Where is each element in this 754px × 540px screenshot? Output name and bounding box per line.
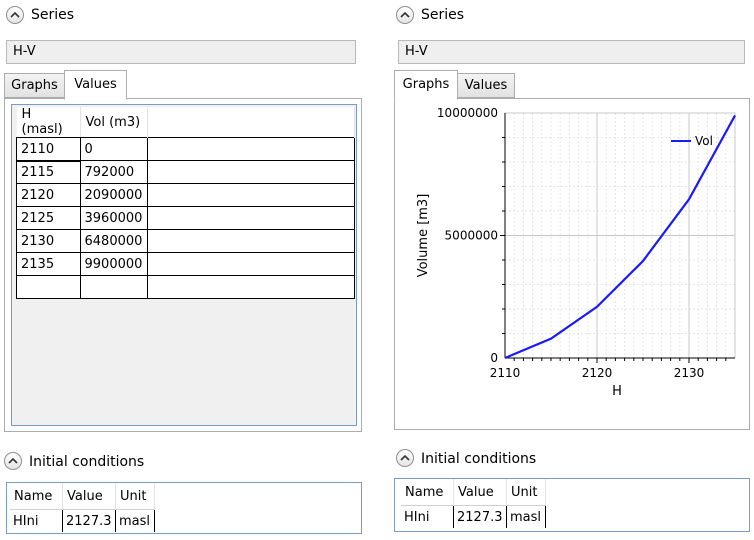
- cell-vol[interactable]: 2090000: [79, 183, 148, 207]
- y-tick-label: 5000000: [445, 229, 498, 243]
- ic-header-value[interactable]: Value: [62, 483, 116, 510]
- cell-h[interactable]: 2135: [16, 252, 81, 276]
- cell-h[interactable]: 2120: [16, 183, 81, 207]
- ic-header-unit[interactable]: Unit: [506, 479, 546, 506]
- series-label: Series: [421, 7, 465, 23]
- cell-filler: [146, 137, 355, 161]
- table-row[interactable]: 2125 3960000: [16, 206, 355, 230]
- ic-header-name[interactable]: Name: [10, 483, 63, 510]
- collapse-series-button[interactable]: [396, 6, 414, 24]
- column-header-h[interactable]: H (masl): [16, 107, 81, 138]
- collapse-series-button[interactable]: [6, 6, 24, 24]
- tab-values[interactable]: Values: [64, 70, 127, 100]
- cell-h[interactable]: [16, 275, 81, 299]
- column-header-vol[interactable]: Vol (m3): [80, 107, 148, 138]
- ic-cell-name[interactable]: HIni: [10, 509, 63, 532]
- axis-ticks: [500, 137, 727, 363]
- table-row[interactable]: HIni 2127.3 masl: [10, 509, 155, 532]
- cell-filler: [146, 229, 355, 253]
- chevron-up-icon: [400, 11, 410, 18]
- ic-cell-value[interactable]: 2127.3: [62, 509, 116, 532]
- cell-filler: [146, 275, 355, 299]
- initial-conditions-label: Initial conditions: [421, 451, 537, 467]
- table-row[interactable]: 2135 9900000: [16, 252, 355, 276]
- cell-filler: [146, 206, 355, 230]
- x-tick-label: 2130: [674, 366, 705, 380]
- table-row[interactable]: [16, 275, 355, 299]
- chevron-up-icon: [400, 454, 410, 461]
- tab-graphs[interactable]: Graphs: [4, 73, 65, 98]
- values-grid[interactable]: H (masl) Vol (m3) 2110 0 2115 792000 2120 209…: [11, 104, 357, 426]
- cell-filler: [146, 252, 355, 276]
- series-name-field[interactable]: H-V: [6, 40, 356, 64]
- cell-h[interactable]: 2125: [16, 206, 81, 230]
- graphs-tab-panel: [394, 98, 750, 430]
- cell-filler: [146, 160, 355, 184]
- series-line-vol: [504, 114, 736, 360]
- column-header-filler: [147, 107, 355, 138]
- collapse-initial-conditions-button[interactable]: [396, 449, 414, 467]
- y-tick-label: 10000000: [437, 106, 498, 120]
- initial-conditions-grid[interactable]: Name Value Unit HIni 2127.3 masl: [6, 482, 362, 534]
- cell-filler: [146, 183, 355, 207]
- table-row[interactable]: 2110 0: [15, 136, 355, 162]
- x-tick-label: 2120: [582, 366, 613, 380]
- table-row[interactable]: 2115 792000: [16, 160, 355, 184]
- series-name-field[interactable]: H-V: [398, 40, 745, 64]
- chevron-up-icon: [10, 11, 20, 18]
- ic-header-value[interactable]: Value: [453, 479, 507, 506]
- table-row[interactable]: HIni 2127.3 masl: [401, 505, 546, 528]
- cell-vol[interactable]: 6480000: [79, 229, 148, 253]
- tab-values[interactable]: Values: [457, 73, 515, 98]
- ic-cell-value[interactable]: 2127.3: [453, 505, 507, 528]
- x-tick-labels: 2110 2120 2130: [490, 366, 705, 380]
- x-tick-label: 2110: [490, 366, 521, 380]
- cell-vol[interactable]: 3960000: [79, 206, 148, 230]
- cell-h[interactable]: 2130: [16, 229, 81, 253]
- cell-vol[interactable]: 792000: [79, 160, 148, 184]
- ic-cell-unit[interactable]: masl: [506, 505, 546, 528]
- ic-cell-name[interactable]: HIni: [401, 505, 454, 528]
- chart-grid: [505, 113, 735, 358]
- y-axis-label: Volume [m3]: [416, 194, 431, 278]
- ic-cell-unit[interactable]: masl: [115, 509, 155, 532]
- table-row[interactable]: 2130 6480000: [16, 229, 355, 253]
- initial-conditions-label: Initial conditions: [29, 454, 145, 470]
- tab-graphs[interactable]: Graphs: [394, 70, 458, 100]
- hv-chart: 2110 2120 2130 0 5000000 10000000 H Volume […: [416, 106, 736, 399]
- series-label: Series: [31, 7, 75, 23]
- cell-vol[interactable]: 9900000: [79, 252, 148, 276]
- chevron-up-icon: [8, 457, 18, 464]
- cell-h[interactable]: 2110: [15, 136, 81, 162]
- collapse-initial-conditions-button[interactable]: [4, 452, 22, 470]
- y-tick-label: 0: [490, 351, 498, 365]
- table-row[interactable]: 2120 2090000: [16, 183, 355, 207]
- ic-header-unit[interactable]: Unit: [115, 483, 155, 510]
- cell-h[interactable]: 2115: [16, 160, 81, 184]
- initial-conditions-grid[interactable]: Name Value Unit HIni 2127.3 masl: [394, 478, 750, 532]
- cell-vol[interactable]: [79, 275, 148, 299]
- cell-vol[interactable]: 0: [79, 137, 148, 161]
- ic-header-name[interactable]: Name: [401, 479, 454, 506]
- y-tick-labels: 0 5000000 10000000: [437, 106, 498, 365]
- legend-entry: Vol: [695, 134, 713, 148]
- x-axis-label: H: [612, 384, 622, 399]
